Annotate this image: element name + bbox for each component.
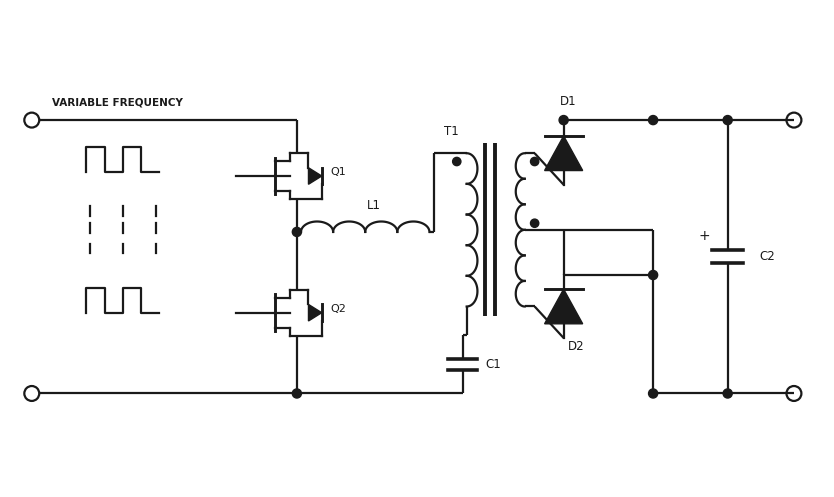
Text: Q2: Q2 — [330, 304, 346, 314]
Text: L1: L1 — [366, 199, 380, 212]
Text: VARIABLE FREQUENCY: VARIABLE FREQUENCY — [53, 97, 183, 107]
Circle shape — [649, 115, 658, 125]
Circle shape — [530, 158, 539, 166]
Text: Q1: Q1 — [330, 167, 346, 177]
Text: C2: C2 — [759, 250, 775, 263]
Circle shape — [530, 219, 539, 227]
Polygon shape — [309, 305, 322, 321]
Polygon shape — [545, 289, 583, 324]
Circle shape — [649, 270, 658, 280]
Circle shape — [559, 115, 568, 125]
Polygon shape — [309, 167, 322, 184]
Text: D2: D2 — [568, 339, 585, 352]
Circle shape — [649, 389, 658, 398]
Text: C1: C1 — [485, 358, 501, 371]
Circle shape — [723, 115, 732, 125]
Text: D1: D1 — [560, 95, 576, 108]
Polygon shape — [545, 136, 583, 170]
Circle shape — [453, 158, 461, 166]
Text: +: + — [699, 229, 711, 243]
Circle shape — [293, 389, 301, 398]
Circle shape — [723, 389, 732, 398]
Circle shape — [293, 227, 301, 237]
Text: T1: T1 — [445, 125, 460, 138]
